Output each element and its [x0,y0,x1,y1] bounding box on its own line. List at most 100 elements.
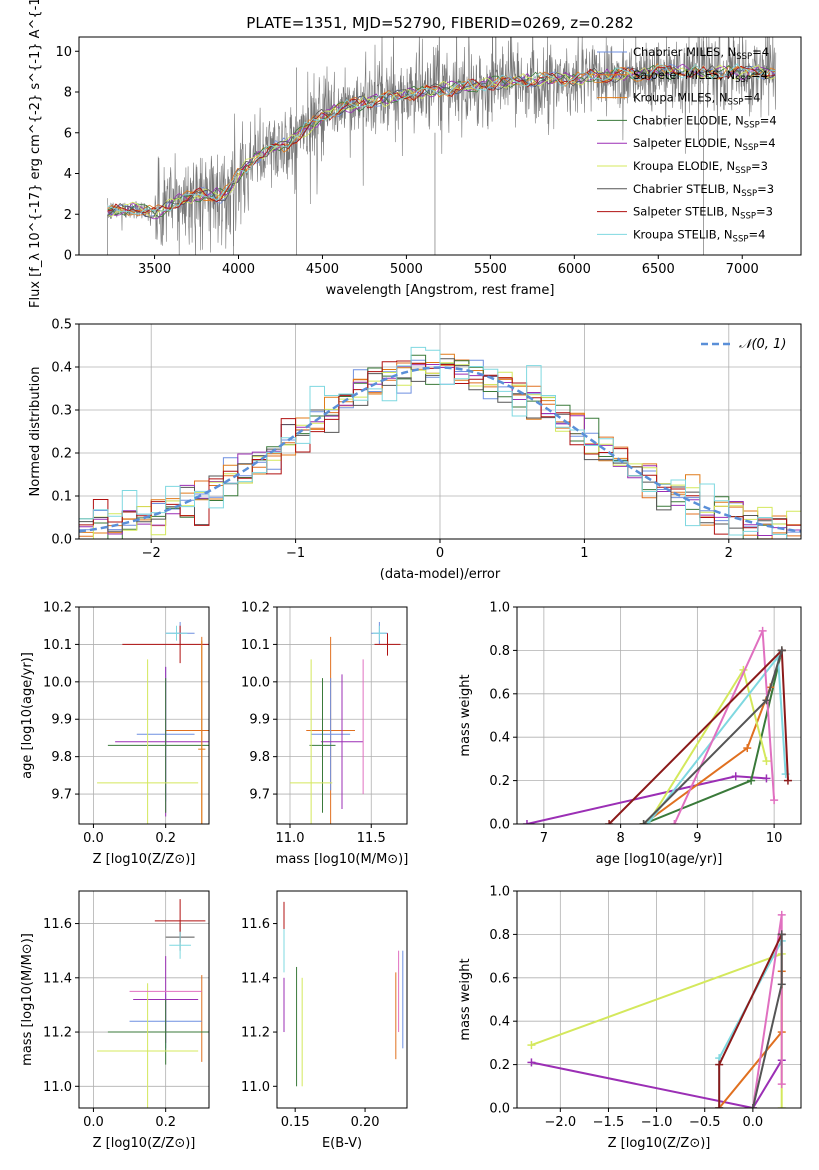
mass-weight-marker [743,744,752,753]
mass-weight-marker [783,776,792,785]
y-tick-label: 0.0 [489,1102,510,1117]
plot-area-mass_vs_Z [97,899,209,1108]
y-tick-label: 0.4 [489,731,510,746]
x-axis-label: mass [log10(M/M⊙)] [276,852,409,867]
mass-weight-marker [762,774,771,783]
legend-entry: Kroupa STELIB, NSSP=4 [633,227,765,244]
model-line [107,63,776,215]
y-tick-label: 11.6 [241,917,270,932]
y-tick-label: 9.9 [51,713,72,728]
y-tick-label: 10.2 [43,601,72,616]
y-tick-label: 1.0 [489,885,510,900]
y-tick-label: 10.0 [241,675,270,690]
mass-weight-marker [715,1060,724,1069]
y-tick-label: 9.9 [249,713,270,728]
mass-weight-marker [770,796,779,805]
x-tick-label: 8 [616,831,624,846]
y-tick-label: 0.8 [489,928,510,943]
axes-frame [78,606,210,825]
x-tick-label: 11.0 [276,831,305,846]
y-tick-label: 0.4 [489,1015,510,1030]
y-tick-label: 10 [55,45,72,60]
y-axis-label: mass weight [458,958,473,1040]
mass-weight-marker [639,820,648,824]
legend-entry: 𝒩(0, 1) [739,337,786,352]
plot-area-age_vs_mass [290,621,401,824]
mass-weight-marker [777,930,786,939]
axes-frame [516,606,802,825]
mass-weight-marker [747,776,756,785]
errorbar-point [165,625,188,641]
mass-weight-marker [762,696,771,705]
x-tick-label: 1 [580,546,588,561]
y-tick-label: 0.4 [51,361,72,376]
mass-weight-marker [758,626,767,635]
y-tick-label: 0.8 [489,644,510,659]
mass-weight-marker [777,646,786,655]
plot-area-residuals [79,346,801,539]
panel-mass_vs_EBV: 0.15 0.20 11.0 11.2 11.4 11.6 E(B-V) [241,890,408,1151]
y-tick-label: 10.1 [43,638,72,653]
mass-weight-line [526,775,767,824]
y-tick-label: 1.0 [489,601,510,616]
panel-mass_vs_Z: 0.0 0.2 11.0 11.2 11.4 11.6 Z [log10(Z/Z⊙)] mas… [20,890,210,1151]
x-tick-label: 9 [693,831,701,846]
plot-area-massweight_vs_age [522,626,792,824]
y-tick-label: 0 [64,249,72,264]
errorbar-point [122,625,209,664]
y-tick-label: 11.2 [43,1026,72,1041]
x-axis-label: wavelength [Angstrom, rest frame] [326,283,555,298]
x-axis-label: Z [log10(Z/Z⊙)] [93,1136,196,1151]
x-tick-label: 5500 [474,262,507,277]
x-axis-label: Z [log10(Z/Z⊙)] [93,852,196,867]
x-tick-label: 3500 [138,262,171,277]
x-tick-label: 4500 [306,262,339,277]
mass-weight-line [531,1059,783,1108]
mass-weight-marker [522,820,531,824]
panel-age_vs_mass: 11.0 11.5 9.7 9.8 9.9 10.0 10.1 10.2 mass [log10… [241,601,409,868]
model-line [107,64,776,218]
x-tick-label: 0.20 [351,1115,380,1130]
y-axis-label: Flux [f_λ 10^{-17} erg cm^{-2} s^{-1} A^… [28,0,43,308]
mass-weight-marker [605,820,614,824]
x-tick-label: 6500 [642,262,675,277]
x-tick-label: 7 [540,831,548,846]
observed-spectrum-line [107,37,777,255]
x-axis-label: age [log10(age/yr)] [596,852,723,867]
x-tick-label: 6000 [558,262,591,277]
errorbar-point [169,931,191,959]
panel-spectrum: 3500 4000 4500 5000 5500 6000 6500 7000 0 2 4 6 8 10 w… [28,0,802,308]
x-axis-label: (data-model)/error [380,567,501,582]
mass-weight-marker [777,980,786,989]
spectrum-legend: Chabrier MILES, NSSP=4 Salpeter MILES, NS… [597,45,777,244]
axes-frame [276,890,408,1109]
errorbar-point [311,678,351,791]
errorbar-point [97,983,199,1108]
y-tick-label: 11.4 [43,971,72,986]
y-tick-label: 10.1 [241,638,270,653]
axes-frame [276,606,408,825]
y-tick-label: 0.6 [489,971,510,986]
mass-weight-marker [777,1104,786,1108]
panel-residuals: −2 −1 0 1 2 0.0 0.1 0.2 0.3 0.4 0.5 (data-model)/er… [28,318,802,582]
errorbar-point [107,678,209,813]
y-tick-label: 9.8 [249,750,270,765]
legend-entry: Chabrier MILES, NSSP=4 [633,45,769,62]
x-tick-label: 4000 [222,262,255,277]
figure-title: PLATE=1351, MJD=52790, FIBERID=0269, z=0… [246,14,633,32]
x-tick-label: 0.15 [281,1115,310,1130]
y-tick-label: 0.3 [51,404,72,419]
y-tick-label: 0.6 [489,687,510,702]
y-tick-label: 11.2 [241,1026,270,1041]
mass-weight-marker [670,820,679,824]
y-tick-label: 0.1 [51,490,72,505]
axes-frame [78,36,802,256]
errorbar-point [372,625,386,641]
y-tick-label: 4 [64,167,72,182]
errorbar-point [374,633,401,656]
x-axis-label: Z [log10(Z/Z⊙)] [608,1136,711,1151]
mass-weight-marker [748,1104,757,1108]
errorbar-point [290,659,333,824]
x-tick-label: −2.0 [545,1115,577,1130]
